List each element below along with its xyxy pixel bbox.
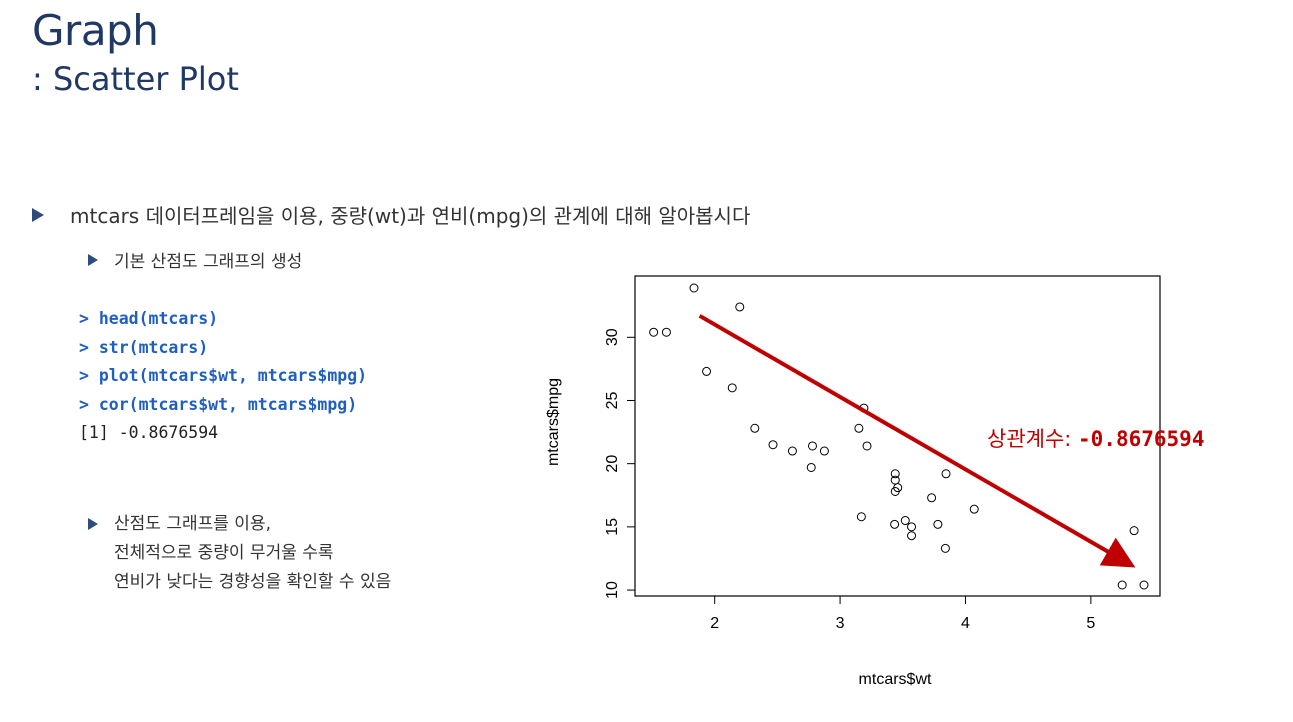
y-tick-label: 20 [604, 455, 621, 473]
correlation-annotation: 상관계수: -0.8676594 [987, 423, 1204, 453]
scatter-plot: 2 3 4 5 10 15 20 25 30 mtcars$wt mtcars$mpg [545, 275, 1161, 688]
data-point [727, 383, 737, 393]
y-tick-label: 30 [604, 328, 621, 346]
data-point [900, 516, 910, 526]
x-axis: 2 3 4 5 [710, 595, 1095, 632]
data-point [890, 519, 900, 529]
main-bullet: mtcars 데이터프레임을 이용, 중량(wt)과 연비(mpg)의 관계에 … [32, 200, 750, 229]
y-tick-label: 10 [604, 581, 621, 599]
data-point [854, 423, 864, 433]
data-point [768, 440, 778, 450]
data-point [1117, 580, 1127, 590]
data-point [940, 543, 950, 553]
data-point [787, 446, 797, 456]
sub-bullet-2-line: 연비가 낮다는 경향성을 확인할 수 있음 [114, 572, 392, 592]
data-point [933, 519, 943, 529]
data-point [907, 531, 917, 541]
page-title: Graph [32, 6, 159, 55]
x-tick-label: 4 [961, 615, 970, 632]
code-block: > head(mtcars) > str(mtcars) > plot(mtca… [79, 305, 367, 448]
page-subtitle: : Scatter Plot [32, 60, 239, 98]
x-tick-label: 2 [710, 615, 719, 632]
data-point [927, 493, 937, 503]
code-line: > str(mtcars) [79, 337, 209, 357]
x-tick-label: 5 [1086, 615, 1095, 632]
y-tick-label: 15 [604, 518, 621, 536]
bullet-triangle-icon [88, 253, 98, 266]
x-tick-label: 3 [836, 615, 845, 632]
x-axis-label: mtcars$wt [859, 671, 932, 688]
sub-bullet-2-text: 산점도 그래프를 이용, 전체적으로 중량이 무거울 수록 연비가 낮다는 경향… [114, 510, 391, 597]
data-point [750, 423, 760, 433]
sub-bullet-1: 기본 산점도 그래프의 생성 [88, 247, 302, 272]
data-point [890, 469, 900, 479]
data-point [969, 504, 979, 514]
data-point [649, 327, 659, 337]
data-point [806, 462, 816, 472]
data-point [862, 441, 872, 451]
data-point [689, 283, 699, 293]
y-axis-label: mtcars$mpg [545, 378, 562, 466]
data-point [735, 302, 745, 312]
y-axis: 10 15 20 25 30 [604, 328, 636, 599]
bullet-triangle-icon [88, 518, 98, 530]
bullet-triangle-icon [32, 207, 44, 222]
sub-bullet-2: 산점도 그래프를 이용, 전체적으로 중량이 무거울 수록 연비가 낮다는 경향… [88, 510, 391, 597]
data-point [1129, 526, 1139, 536]
data-point [819, 446, 829, 456]
correlation-label: 상관계수: [987, 427, 1079, 451]
data-point [890, 486, 900, 496]
data-point [941, 469, 951, 479]
code-output: [1] -0.8676594 [79, 423, 219, 442]
data-point [907, 522, 917, 532]
code-line: > plot(mtcars$wt, mtcars$mpg) [79, 366, 368, 385]
data-point [1139, 580, 1149, 590]
sub-bullet-2-line: 산점도 그래프를 이용, [114, 514, 271, 534]
data-point [661, 327, 671, 337]
data-point [702, 366, 712, 376]
y-tick-label: 25 [604, 391, 621, 409]
code-line: > head(mtcars) [79, 309, 219, 328]
correlation-value: -0.8676594 [1078, 427, 1205, 451]
sub-bullet-1-text: 기본 산점도 그래프의 생성 [114, 252, 303, 272]
data-point [856, 512, 866, 522]
sub-bullet-2-line: 전체적으로 중량이 무거울 수록 [114, 543, 334, 563]
main-bullet-text: mtcars 데이터프레임을 이용, 중량(wt)과 연비(mpg)의 관계에 … [70, 204, 751, 228]
data-point [807, 441, 817, 451]
trend-arrow [698, 314, 1136, 568]
code-line: > cor(mtcars$wt, mtcars$mpg) [79, 394, 358, 414]
